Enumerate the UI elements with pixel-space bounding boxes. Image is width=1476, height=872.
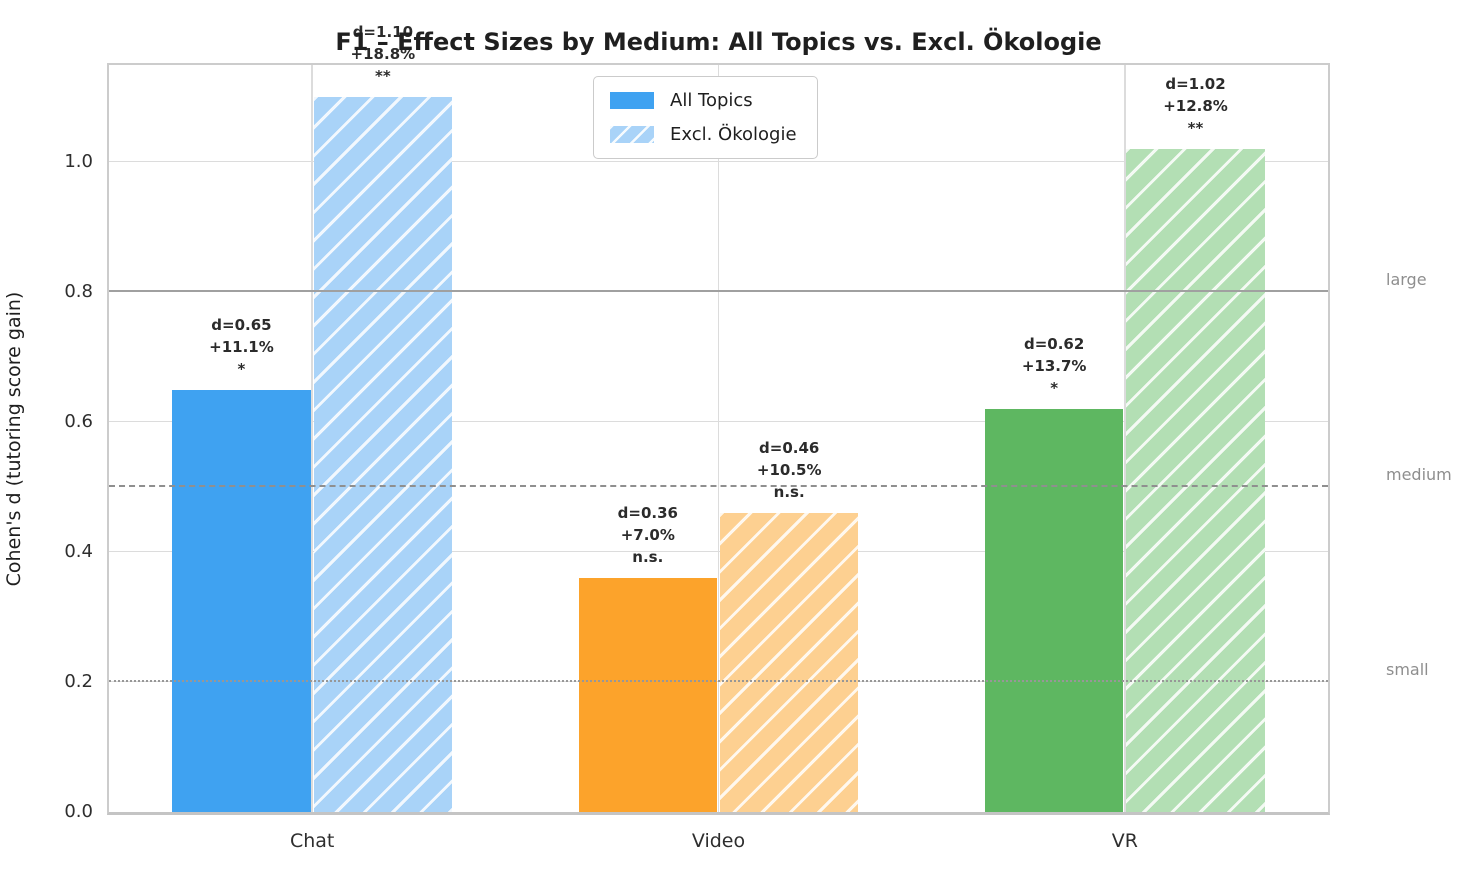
bar-annotation: d=0.65 +11.1% * [209,314,274,380]
annotation-d-value: d=1.10 [352,23,414,42]
legend-label: Excl. Ökologie [670,124,797,145]
annotation-gain: +13.7% [1021,357,1087,376]
annotation-gain: +11.1% [209,337,274,356]
y-axis-label: Cohen's d (tutoring score gain) [3,291,25,587]
bar-annotation: d=1.02 +12.8% ** [1163,73,1228,139]
annotation-significance: ** [1187,119,1204,138]
annotation-significance: * [237,359,246,378]
bar-annotation: d=0.36 +7.0% n.s. [618,502,678,568]
legend-entry-excl-oekologie: Excl. Ökologie [610,124,797,145]
gridline-vertical [311,65,313,812]
y-tick-label: 0.8 [64,281,93,303]
annotation-significance: n.s. [632,548,664,567]
gridline-vertical [717,65,720,812]
bar-vr-all [984,409,1124,812]
bar-vr-excl [1126,149,1265,812]
gridline-horizontal [109,161,1328,163]
threshold-line-medium [109,485,1328,488]
annotation-d-value: d=0.62 [1023,335,1085,354]
bar-chat-all [172,389,311,812]
threshold-label-medium: medium [1386,465,1452,485]
bar-annotation: d=0.62 +13.7% * [1022,333,1087,399]
x-tick-label-video: Video [691,830,746,852]
legend-entry-all-topics: All Topics [610,90,797,111]
bar-video-excl [720,513,859,812]
x-tick-label-vr: VR [1111,830,1138,852]
gridline-vertical [1124,65,1126,812]
annotation-d-value: d=0.46 [759,439,820,458]
bar-video-all [578,578,717,812]
gridline-horizontal [109,421,1328,423]
bar-annotation: d=1.10 +18.8% ** [351,21,416,87]
legend-swatch-solid [610,92,654,109]
gridline-horizontal [109,551,1328,553]
annotation-significance: ** [375,67,391,86]
legend-swatch-hatched [610,126,654,143]
chart-title: F1 – Effect Sizes by Medium: All Topics … [335,28,1102,56]
threshold-line-large [109,290,1328,293]
y-tick-label: 0.0 [64,801,93,822]
annotation-d-value: d=0.65 [211,315,272,334]
y-tick-label: 1.0 [64,151,93,173]
legend-label: All Topics [670,90,753,111]
plot-area: All Topics Excl. Ökologie d=0.65 +11.1% * d… [64,23,1451,852]
bar-annotation: d=0.46 +10.5% n.s. [757,437,822,503]
threshold-line-small [109,680,1328,683]
annotation-significance: * [1050,379,1059,398]
y-tick-label: 0.4 [64,541,93,563]
legend: All Topics Excl. Ökologie [593,76,818,159]
threshold-label-large: large [1386,270,1427,290]
threshold-label-small: small [1386,660,1429,680]
annotation-d-value: d=0.36 [617,504,678,523]
annotation-gain: +10.5% [756,461,822,480]
annotation-d-value: d=1.02 [1165,75,1226,94]
bar-chat-excl [313,97,453,812]
annotation-gain: +12.8% [1163,97,1228,116]
y-tick-label: 0.6 [64,411,93,433]
y-tick-label: 0.2 [64,671,93,693]
annotation-significance: n.s. [773,483,805,502]
annotation-gain: +18.8% [350,45,416,64]
x-tick-label-chat: Chat [289,830,335,852]
annotation-gain: +7.0% [620,526,675,545]
